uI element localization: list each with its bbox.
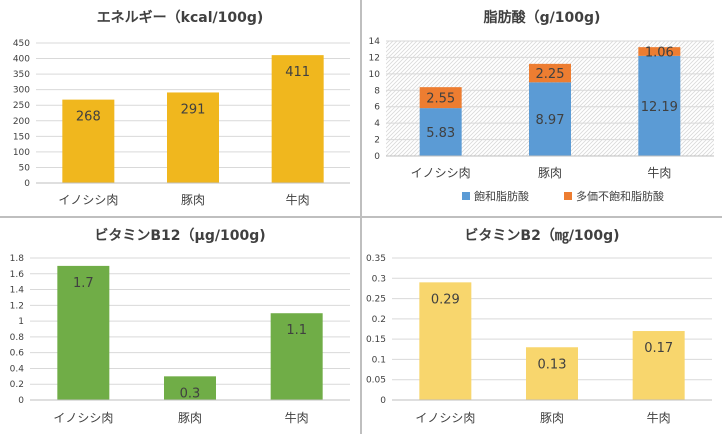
y-tick-label: 0.15 [366,335,386,345]
y-tick-label: 0.4 [10,364,25,374]
x-category-label: 牛肉 [647,410,671,425]
bar [632,331,685,400]
data-label: 1.06 [645,46,674,61]
energy-chart-panel: エネルギー（kcal/100g) 0 50 100 150 200 250 300 350 400… [0,0,360,216]
y-tick-label: 0 [18,396,24,406]
data-label: 12.19 [641,100,678,115]
y-tick-label: 0 [24,179,30,189]
fatty-acid-chart: 脂肪酸（g/100g) 0 2 4 6 8 10 12 14 5.83 2.55 イノシシ肉 8.97 2… [369,9,714,203]
bar [271,55,324,184]
y-tick-label: 2 [374,136,380,146]
y-tick-label: 400 [13,55,30,65]
vitamin-b12-chart: ビタミンB12（μg/100g) 0 0.2 0.4 0.6 0.8 1 1.2 1.4 1.6 1… [10,228,350,425]
data-label: 0.3 [180,386,201,401]
y-tick-label: 0.25 [366,295,386,305]
y-tick-label: 1 [18,317,24,327]
y-tick-label: 450 [13,39,30,49]
y-tick-label: 10 [369,70,381,80]
data-label: 291 [181,102,206,117]
y-tick-label: 1.2 [10,301,24,311]
y-tick-label: 0.05 [366,376,386,386]
x-category-label: イノシシ肉 [58,193,118,207]
y-tick-label: 0 [374,152,380,162]
bar [526,347,578,400]
data-label: 0.17 [644,341,673,356]
bar-segment [419,108,462,156]
y-tick-label: 0.3 [372,274,386,284]
x-category-label: 豚肉 [540,411,564,425]
bar [419,282,472,400]
chart-title: エネルギー（kcal/100g) [97,9,264,26]
y-tick-label: 150 [13,132,30,142]
legend-label: 飽和脂肪酸 [474,189,529,203]
y-tick-label: 0.8 [10,333,25,343]
data-label: 2.55 [426,92,455,107]
y-tick-label: 50 [19,163,31,173]
y-tick-label: 1.4 [10,286,25,296]
vitamin-b2-chart: ビタミンB2（㎎/100g) 0 0.05 0.1 0.15 0.2 0.25 0.3 0.35… [366,228,712,425]
legend-swatch [564,192,572,200]
chart-title: ビタミンB2（㎎/100g) [464,228,619,245]
x-category-label: 牛肉 [286,192,310,207]
y-tick-label: 0 [380,396,386,406]
data-label: 268 [76,110,101,125]
data-label: 5.83 [426,126,455,141]
bar-segment [529,63,571,83]
legend-label: 多価不飽和脂肪酸 [576,189,664,203]
y-tick-label: 100 [13,148,30,158]
bar [57,265,110,400]
x-category-label: イノシシ肉 [415,411,475,425]
x-category-label: イノシシ肉 [53,411,113,425]
x-category-label: 牛肉 [647,165,671,180]
data-label: 0.29 [431,292,460,307]
legend-swatch [462,192,470,200]
x-category-label: 牛肉 [285,410,309,425]
y-tick-label: 14 [369,37,381,47]
bar [270,313,323,400]
y-tick-label: 200 [13,117,30,127]
chart-title: ビタミンB12（μg/100g) [94,228,265,244]
chart-title: 脂肪酸（g/100g) [483,9,601,26]
bar-segment [638,47,681,56]
data-label: 1.1 [286,323,307,338]
y-tick-label: 0.2 [372,315,386,325]
y-tick-label: 0.35 [366,254,386,264]
y-tick-label: 8 [374,86,380,96]
y-tick-label: 0.2 [10,380,24,390]
bar-segment [529,82,571,156]
vitamin-b2-chart-panel: ビタミンB2（㎎/100g) 0 0.05 0.1 0.15 0.2 0.25 0.3 0.35… [362,218,722,434]
bar [62,99,115,183]
data-label: 0.13 [538,357,567,372]
x-category-label: 豚肉 [178,411,202,425]
bar [164,376,216,400]
y-tick-label: 0.6 [10,349,25,359]
y-tick-label: 1.6 [10,270,25,280]
bar-segment [638,55,681,156]
y-tick-label: 350 [13,70,30,80]
data-label: 411 [285,65,310,80]
bar [167,92,219,183]
y-tick-label: 4 [374,119,380,129]
y-tick-label: 12 [369,53,380,63]
y-tick-label: 0.1 [372,355,386,365]
y-tick-label: 300 [13,86,30,96]
vitamin-b12-chart-panel: ビタミンB12（μg/100g) 0 0.2 0.4 0.6 0.8 1 1.2 1.4 1.6 1… [0,218,360,434]
x-category-label: 豚肉 [181,193,205,207]
y-tick-label: 1.8 [10,254,25,264]
bar-segment [419,87,462,109]
y-tick-label: 6 [374,103,380,113]
energy-chart: エネルギー（kcal/100g) 0 50 100 150 200 250 300 350 400… [13,9,350,207]
data-label: 2.25 [536,67,565,82]
y-tick-label: 250 [13,101,30,111]
data-label: 8.97 [536,113,565,128]
data-label: 1.7 [73,276,94,291]
x-category-label: 豚肉 [538,166,562,180]
fatty-acid-chart-panel: 脂肪酸（g/100g) 0 2 4 6 8 10 12 14 5.83 2.55 イノシシ肉 8.97 2… [362,0,722,216]
x-category-label: イノシシ肉 [411,166,471,180]
